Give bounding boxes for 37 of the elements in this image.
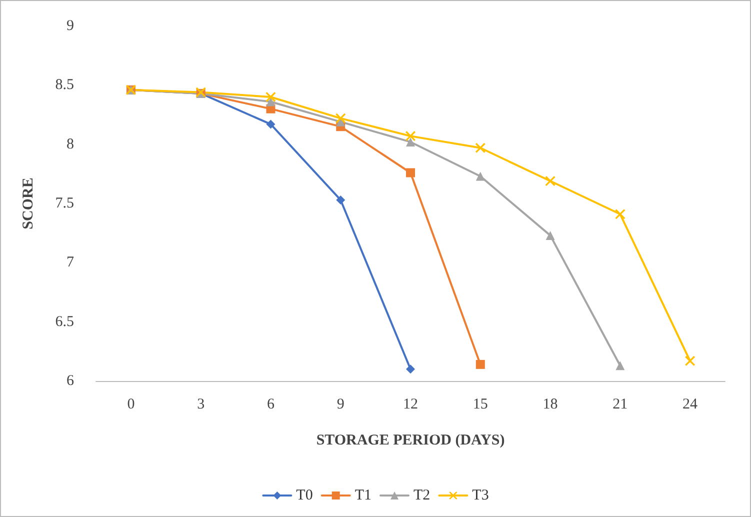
point [476,172,485,181]
point [406,364,415,374]
x-tick-label: 3 [197,396,205,412]
point [336,195,346,204]
x-tick-label: 15 [472,396,488,412]
legend-label: T3 [472,488,489,504]
point [406,137,415,146]
point [546,230,555,240]
point [406,168,415,178]
y-tick-label: 7.5 [55,196,74,212]
x-tick-label: 21 [612,396,628,412]
point [336,113,346,124]
x-tick-label: 12 [403,396,418,412]
point [406,131,416,142]
y-tick-label: 6.5 [55,314,74,330]
point [266,97,276,106]
y-tick-label: 9 [66,18,74,34]
point [615,209,626,220]
y-tick-label: 7 [66,254,74,271]
point [616,361,625,370]
y-tick-label: 8.5 [55,77,74,94]
legend-label: T1 [354,488,372,504]
x-tick-label: 9 [336,396,344,412]
y-tick-label: 8 [66,136,74,152]
point [476,360,485,369]
x-axis-title: STORAGE PERIOD (DAYS) [316,432,505,448]
point [266,120,276,129]
legend-label: T0 [296,488,313,504]
legend-label: T2 [414,488,430,504]
x-tick-label: 18 [542,396,558,412]
x-tick-label: 24 [682,396,698,412]
y-tick-label: 6 [66,373,74,389]
point [475,142,486,153]
x-tick-label: 6 [266,396,275,412]
x-tick-label: 0 [127,396,135,412]
point [685,356,696,366]
y-axis-title: SCORE [20,178,36,230]
